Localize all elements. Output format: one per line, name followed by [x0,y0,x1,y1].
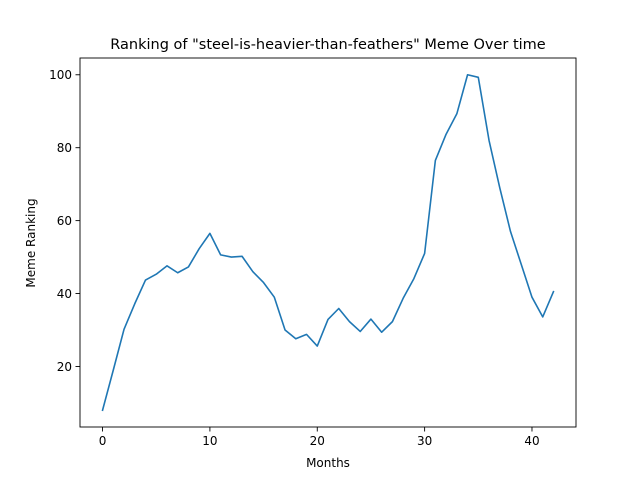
x-tick-label: 10 [202,434,217,448]
y-tick-label: 40 [57,287,72,301]
x-tick-label: 0 [99,434,107,448]
y-tick-label: 80 [57,141,72,155]
x-tick-label: 30 [417,434,432,448]
x-axis-label: Months [306,456,350,470]
y-axis-label: Meme Ranking [24,198,38,287]
x-tick-label: 20 [310,434,325,448]
y-tick-label: 20 [57,360,72,374]
y-tick-label: 100 [49,68,72,82]
y-tick-label: 60 [57,214,72,228]
chart-title: Ranking of "steel-is-heavier-than-feathe… [110,37,546,53]
x-tick-label: 40 [524,434,539,448]
